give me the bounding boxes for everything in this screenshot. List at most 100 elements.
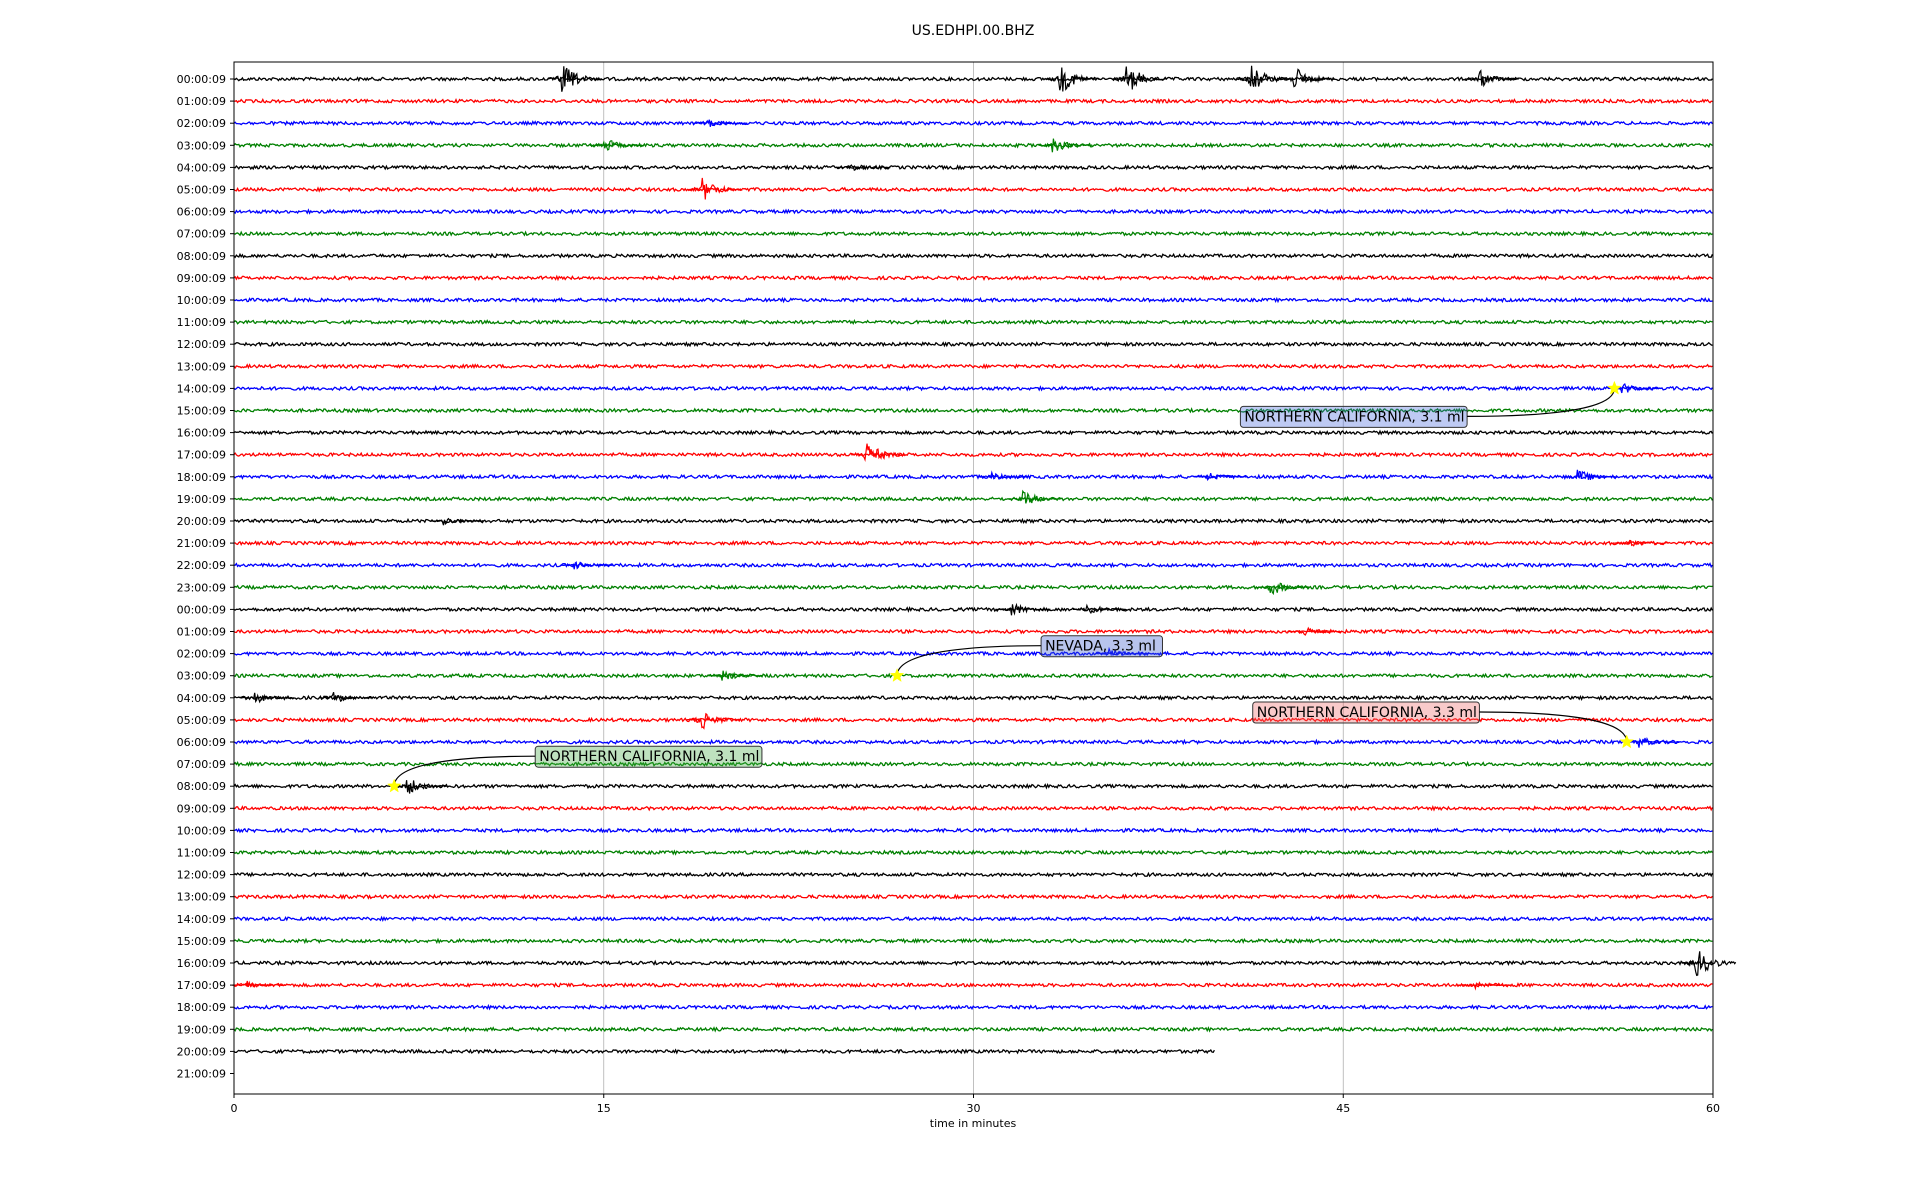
trace-line (233, 915, 1713, 923)
y-tick-label: 05:00:09 (177, 184, 226, 197)
trace-line (233, 628, 1713, 635)
seismic-burst (1464, 69, 1520, 88)
seismic-burst (685, 712, 741, 730)
seismic-burst (1045, 67, 1101, 92)
seismic-burst (318, 692, 373, 703)
event-annotation: NORTHERN CALIFORNIA, 3.1 ml (386, 745, 763, 793)
trace-line (233, 274, 1713, 282)
event-star-marker (386, 778, 402, 793)
x-tick-label: 30 (967, 1102, 981, 1115)
seismic-burst (1624, 736, 1680, 748)
y-tick-label: 20:00:09 (177, 1045, 226, 1058)
y-tick-label: 21:00:09 (177, 1068, 226, 1081)
y-tick-label: 15:00:09 (177, 405, 226, 418)
seismic-burst (1072, 603, 1127, 615)
annotation-label: NORTHERN CALIFORNIA, 3.1 ml (1244, 409, 1464, 425)
y-tick-label: 07:00:09 (177, 758, 226, 771)
seismic-burst (1008, 489, 1064, 504)
trace-layer (232, 65, 1737, 1055)
trace-line (233, 539, 1713, 547)
y-tick-label: 06:00:09 (177, 736, 226, 749)
seismic-burst (836, 164, 891, 172)
seismic-burst (850, 443, 906, 462)
trace-line (233, 208, 1713, 215)
trace-line (233, 495, 1713, 503)
y-tick-label: 12:00:09 (177, 338, 226, 351)
seismic-burst (1457, 981, 1512, 991)
trace-line (233, 319, 1713, 326)
trace-line (233, 517, 1713, 525)
y-tick-label: 18:00:09 (177, 471, 226, 484)
seismic-burst (560, 561, 615, 570)
y-tick-label: 00:00:09 (177, 603, 226, 616)
trace-line (233, 937, 1713, 945)
event-star-marker (1607, 380, 1622, 395)
annotation-arrow (393, 755, 536, 787)
trace-line (233, 782, 1713, 790)
y-tick-label: 22:00:09 (177, 559, 226, 572)
trace-line (233, 1048, 1215, 1055)
trace-line (233, 650, 1713, 657)
y-tick-label: 17:00:09 (177, 449, 226, 462)
trace-line (233, 738, 1713, 746)
axis-layer: 00:00:09 01:00:09 02:00:09 03:00:09 04:00:09… (177, 73, 1720, 1115)
trace-line (233, 606, 1713, 613)
trace-line (233, 959, 1714, 967)
trace-line (233, 451, 1713, 459)
trace-line (233, 97, 1713, 105)
y-tick-label: 09:00:09 (177, 272, 226, 285)
seismic-burst (688, 177, 743, 200)
x-tick-label: 15 (597, 1102, 611, 1115)
y-tick-label: 06:00:09 (177, 206, 226, 219)
y-tick-label: 18:00:09 (177, 1001, 226, 1014)
seismic-burst (1193, 472, 1248, 482)
seismic-burst (1287, 626, 1342, 636)
trace-line (233, 694, 1713, 702)
trace-line (233, 296, 1713, 304)
y-tick-label: 04:00:09 (177, 161, 226, 174)
event-annotation: NORTHERN CALIFORNIA, 3.3 ml (1252, 701, 1635, 749)
annotation-arrow (896, 645, 1042, 676)
annotation-label: NORTHERN CALIFORNIA, 3.1 ml (539, 749, 759, 765)
trace-line (233, 893, 1713, 900)
y-tick-label: 14:00:09 (177, 913, 226, 926)
annotation-label: NEVADA, 3.3 ml (1045, 639, 1156, 655)
trace-line (233, 186, 1713, 193)
seismic-burst (1095, 646, 1150, 657)
seismic-burst (996, 602, 1051, 616)
seismic-burst (429, 517, 484, 526)
y-tick-label: 02:00:09 (177, 117, 226, 130)
trace-line (233, 1003, 1713, 1011)
y-tick-label: 09:00:09 (177, 802, 226, 815)
y-tick-label: 01:00:09 (177, 95, 226, 108)
seismic-burst (1563, 469, 1618, 481)
y-tick-label: 11:00:09 (177, 316, 226, 329)
y-tick-label: 17:00:09 (177, 979, 226, 992)
event-star-marker (889, 667, 905, 682)
y-tick-label: 15:00:09 (177, 935, 226, 948)
annotation-label: NORTHERN CALIFORNIA, 3.3 ml (1257, 705, 1477, 721)
trace-line (233, 473, 1713, 481)
y-tick-label: 20:00:09 (177, 515, 226, 528)
trace-line (233, 716, 1713, 724)
x-tick-label: 0 (231, 1102, 238, 1115)
seismic-burst (976, 470, 1031, 480)
trace-line (233, 871, 1713, 878)
x-tick-label: 45 (1336, 1102, 1350, 1115)
seismic-burst (239, 692, 294, 704)
y-tick-label: 02:00:09 (177, 648, 226, 661)
y-tick-label: 10:00:09 (177, 294, 226, 307)
seismic-burst (392, 780, 447, 794)
y-tick-label: 13:00:09 (177, 891, 226, 904)
trace-line (233, 1026, 1713, 1033)
seismic-burst (693, 119, 748, 127)
trace-line (233, 849, 1713, 856)
seismic-burst (232, 980, 287, 988)
seismic-burst (1279, 68, 1335, 88)
seismic-burst (1681, 951, 1737, 977)
seismic-burst (547, 66, 603, 92)
trace-line (233, 120, 1713, 127)
seismic-burst (1112, 66, 1167, 90)
